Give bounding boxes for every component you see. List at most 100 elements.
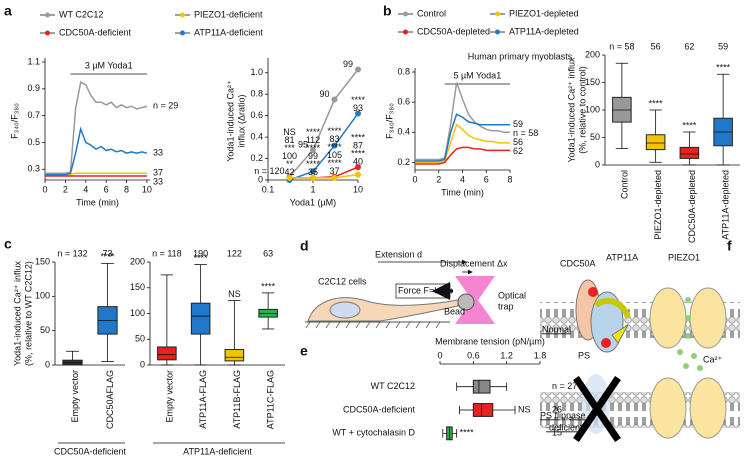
y-axis-label: F₃₄₀/F₃₈₀ — [9, 103, 19, 139]
n-label: 42 — [284, 167, 294, 177]
legend-dot — [45, 30, 50, 36]
panel-label: b — [383, 3, 392, 19]
legend-label: WT C2C12 — [59, 9, 103, 19]
piezo1 — [689, 287, 727, 349]
end-label: n = 29 — [153, 101, 178, 111]
n-label: 56 — [651, 41, 661, 51]
box — [224, 349, 245, 362]
y-tick-label: 0 — [140, 359, 145, 369]
piezo1 — [649, 287, 687, 349]
box — [472, 403, 494, 417]
n-label: 26 — [552, 404, 562, 414]
y-tick-label: 150 — [585, 77, 600, 87]
n-label: 73 — [102, 248, 112, 258]
series-line — [288, 69, 359, 178]
n-label: n = 132 — [57, 248, 87, 258]
significance-label: **** — [351, 133, 366, 143]
category-label: ATP11A-FLAG — [198, 370, 208, 429]
end-label: 59 — [513, 119, 523, 129]
significance-label: **** — [460, 428, 475, 438]
calcium — [677, 297, 703, 371]
y-tick-label: 0.6 — [250, 110, 263, 120]
flip-arrow — [594, 297, 631, 319]
data-point — [355, 66, 361, 73]
category-label: ATP11A-depleted — [721, 170, 731, 240]
y-axis-label: Yoda1-induced Ca²⁺ influx — [566, 57, 576, 162]
end-label: 56 — [513, 137, 523, 147]
bead — [457, 293, 475, 311]
legend-label: Control — [417, 8, 446, 18]
y-tick-label: 100 — [585, 104, 600, 114]
y-tick-label: 50 — [135, 334, 145, 344]
data-point — [331, 174, 338, 181]
series-line — [415, 123, 510, 164]
data-point — [286, 174, 293, 181]
series-line — [415, 146, 510, 165]
y-axis-label: (%, relative to WT C2C12) — [23, 261, 33, 366]
n-label: n = 27 — [552, 381, 577, 391]
legend-dot — [403, 29, 408, 35]
end-label: 62 — [513, 146, 523, 156]
y-tick-label: 0.2 — [250, 153, 263, 163]
x-tick-label: 1.8 — [534, 350, 547, 360]
x-tick-label: 0 — [437, 350, 442, 360]
n-label: 122 — [227, 248, 242, 258]
x-tick-label: 2 — [63, 184, 68, 194]
ps — [601, 338, 611, 348]
diagram-f: f CDC50A ATP11A PIEZO1 Normal PS Ca²⁺ PS… — [540, 238, 740, 442]
group-label: CDC50A-deficient — [54, 446, 127, 456]
y-tick-label: 0 — [595, 159, 600, 169]
legend-dot — [495, 29, 500, 35]
legend-label: CDC50A-depleted — [417, 26, 490, 36]
protein-label: ATP11A — [606, 252, 638, 262]
data-point — [310, 146, 316, 153]
series-line — [415, 113, 510, 162]
significance-label: **** — [306, 127, 321, 137]
data-point — [355, 110, 361, 117]
significance-label: **** — [306, 159, 321, 169]
significance-label: **** — [716, 63, 731, 73]
y-tick-label: 0 — [258, 174, 263, 184]
y-tick-label: 0.8 — [250, 89, 263, 99]
n-label: 99 — [308, 151, 318, 161]
series-line — [289, 113, 359, 181]
y-tick-label: 0.7 — [27, 110, 40, 120]
significance-label: **** — [327, 126, 342, 136]
category-label: CDC50A-depleted — [687, 170, 697, 243]
data-point — [310, 174, 316, 181]
y-tick-label: 0.3 — [27, 164, 40, 174]
end-label: 33 — [153, 148, 163, 158]
significance-label: NS — [283, 127, 296, 137]
legend-dot — [45, 12, 50, 18]
diagram-d: d Extension d Displacement Δx C2C12 cell… — [300, 238, 526, 329]
n-label: 40 — [353, 157, 363, 167]
panel-label: f — [727, 238, 732, 254]
category-label: CDC50AFLAG — [105, 370, 115, 429]
significance-label: **** — [351, 95, 366, 105]
chart-title: Human primary myoblasts — [468, 51, 573, 61]
y-tick-label: 0.2 — [397, 157, 410, 167]
data-point — [331, 142, 338, 149]
x-tick-label: 8 — [124, 184, 129, 194]
x-axis-label: Time (min) — [76, 197, 119, 207]
significance-label: **** — [100, 252, 115, 262]
x-tick-label: 0.6 — [467, 350, 480, 360]
y-tick-label: 50 — [590, 132, 600, 142]
category-label: ATP11C-FLAG — [266, 370, 276, 429]
significance-label: **** — [327, 142, 342, 152]
x-tick-label: 4 — [83, 184, 88, 194]
x-tick-label: 2 — [436, 174, 441, 184]
significance-label: **** — [306, 143, 321, 153]
n-label: 90 — [319, 89, 329, 99]
category-label: PIEZO1-depleted — [653, 170, 663, 240]
significance-label: *** — [284, 143, 295, 153]
group-label: ATP11A-deficient — [183, 446, 252, 456]
n-label: 62 — [684, 41, 694, 51]
x-axis-label: Time (min) — [441, 187, 484, 197]
nucleus — [329, 301, 361, 319]
y-tick-label: 200 — [130, 256, 145, 266]
annotation: 3 µM Yoda1 — [85, 60, 133, 70]
y-tick-label: 1.1 — [27, 56, 40, 66]
legend-label: ATP11A-depleted — [509, 26, 579, 36]
trap-label: Optical — [498, 290, 526, 300]
